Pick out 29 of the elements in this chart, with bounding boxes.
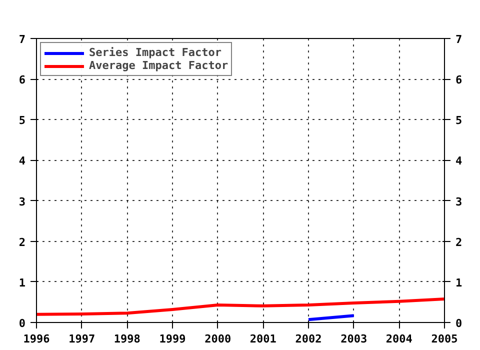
y-tick-label: 0	[18, 317, 26, 330]
y2-tick-label: 1	[456, 276, 462, 290]
x-tick-label: 2002	[295, 332, 322, 346]
x-tick-label: 2005	[431, 332, 458, 346]
y2-tick-label: 7	[456, 33, 462, 46]
line-series	[36, 297, 444, 316]
x-tick-label: 2001	[250, 332, 277, 346]
y2-tick-label: 0	[456, 317, 462, 330]
y2-tick-label: 5	[456, 114, 462, 128]
y-tick-label: 5	[18, 114, 26, 128]
x-tick-label: 1996	[23, 332, 50, 346]
y-tick-label: 1	[18, 276, 26, 290]
y-tick-label: 6	[18, 74, 26, 87]
x-tick-label: 1997	[68, 332, 96, 346]
legend-label: Average Impact Factor	[89, 59, 228, 72]
y-tick-label: 2	[18, 236, 26, 249]
x-tick-label: 1998	[114, 332, 140, 346]
x-tick-label: 2000	[204, 332, 232, 346]
x-tick-label: 2003	[340, 332, 368, 346]
y2-tick-label: 3	[456, 195, 462, 208]
y2-tick-label: 4	[456, 154, 462, 168]
x-tick-label: 1999	[159, 332, 186, 346]
y-tick-label: 7	[18, 33, 26, 46]
y-tick-label: 4	[18, 154, 26, 168]
y2-tick-label: 6	[456, 74, 462, 87]
x-tick-label: 2004	[386, 332, 413, 346]
y-tick-label: 3	[18, 195, 26, 208]
y2-tick-label: 2	[456, 236, 462, 249]
legend-label: Series Impact Factor	[89, 46, 222, 59]
